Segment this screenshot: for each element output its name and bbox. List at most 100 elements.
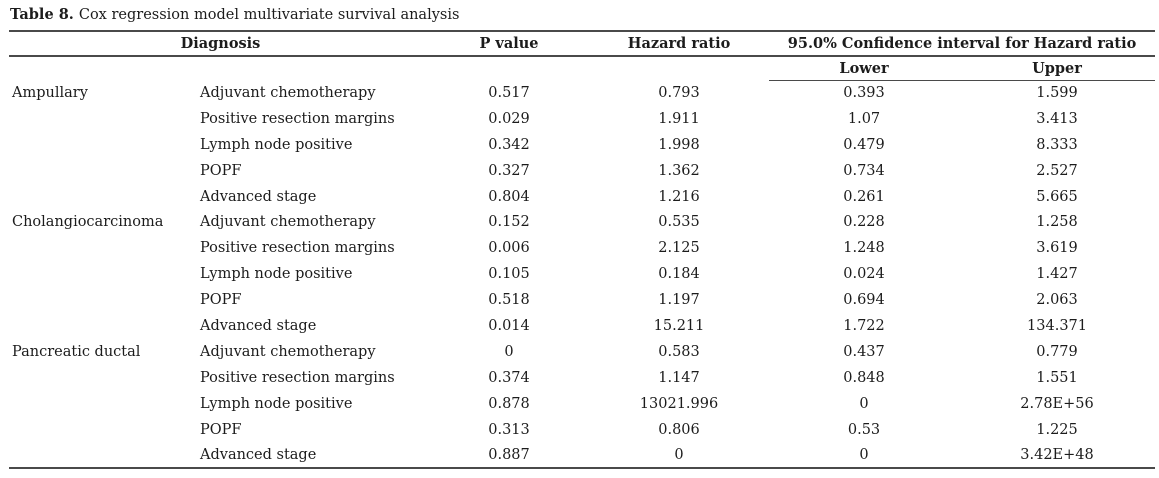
variable-cell: Lymph node positive: [200, 136, 353, 153]
hazard-ratio-cell: 1.216: [658, 188, 700, 205]
table-caption-text: Cox regression model multivariate surviv…: [78, 7, 460, 23]
col-header-ci-lower: Lower: [769, 56, 960, 81]
header-spacer-cell: [9, 56, 769, 80]
ci-lower-cell: 0: [859, 395, 869, 412]
table-row: Lymph node positive 0.105 0.184 0.024 1.427: [9, 261, 1155, 287]
ci-lower-cell: 1.722: [843, 317, 885, 334]
ci-upper-cell: 2.78E+56: [1020, 395, 1094, 412]
table-row: Lymph node positive 0.878 13021.996 0 2.78E+…: [9, 391, 1155, 417]
ci-lower-cell: 0.393: [843, 85, 885, 102]
hazard-ratio-cell: 0.806: [658, 421, 700, 438]
ci-lower-cell: 1.07: [847, 110, 881, 127]
p-value-cell: 0.518: [488, 292, 530, 309]
diagnosis-cell: Ampullary: [12, 84, 88, 101]
ci-upper-cell: 1.225: [1036, 421, 1078, 438]
variable-cell: Advanced stage: [200, 188, 317, 205]
p-value-cell: 0.517: [488, 84, 530, 101]
table-row: Lymph node positive 0.342 1.998 0.479 8.333: [9, 132, 1155, 158]
ci-upper-cell: 3.619: [1036, 240, 1078, 257]
ci-upper-cell: 5.665: [1036, 188, 1078, 205]
hazard-ratio-cell: 2.125: [658, 240, 700, 257]
p-value-cell: 0.327: [488, 162, 530, 179]
p-value-cell: 0.014: [488, 317, 530, 334]
p-value-cell: 0: [504, 343, 514, 360]
ci-lower-cell: 1.248: [843, 240, 885, 257]
header-row-secondary: Lower Upper: [9, 56, 1156, 81]
hazard-ratio-cell: 0: [674, 446, 684, 463]
diagnosis-cell: [9, 287, 197, 313]
ci-lower-cell: 0.479: [843, 136, 885, 153]
p-value-cell: 0.029: [488, 110, 530, 127]
variable-cell: Adjuvant chemotherapy: [200, 84, 376, 101]
table-row: POPF 0.327 1.362 0.734 2.527: [9, 158, 1155, 184]
variable-cell: Positive resection margins: [200, 369, 395, 386]
table-row: Advanced stage 0.804 1.216 0.261 5.665: [9, 184, 1155, 210]
hazard-ratio-cell: 13021.996: [639, 395, 719, 412]
table-caption: Table 8. Cox regression model multivariat…: [9, 0, 1155, 30]
table-caption-number: Table 8.: [10, 6, 74, 23]
diagnosis-cell: [9, 132, 197, 158]
diagnosis-cell: [9, 184, 197, 210]
variable-cell: POPF: [200, 162, 242, 179]
ci-lower-cell: 0.694: [843, 292, 885, 309]
p-value-cell: 0.152: [488, 214, 530, 231]
diagnosis-cell: [9, 391, 197, 417]
diagnosis-cell: [9, 261, 197, 287]
header-row-primary: Diagnosis P value Hazard ratio 95.0% Con…: [9, 31, 1156, 57]
hazard-ratio-cell: 0.793: [658, 84, 700, 101]
diagnosis-cell: Cholangiocarcinoma: [12, 214, 164, 231]
diagnosis-cell: [9, 442, 197, 468]
variable-cell: Advanced stage: [200, 446, 317, 463]
p-value-cell: 0.804: [488, 188, 530, 205]
hazard-ratio-cell: 15.211: [653, 317, 705, 334]
p-value-cell: 0.342: [488, 136, 530, 153]
col-header-hazard-ratio: Hazard ratio: [589, 31, 770, 57]
col-header-ci-upper: Upper: [959, 56, 1156, 81]
p-value-cell: 0.374: [488, 369, 530, 386]
table-row: Positive resection margins 0.029 1.911 1.07…: [9, 106, 1155, 132]
table-row: POPF 0.518 1.197 0.694 2.063: [9, 287, 1155, 313]
hazard-ratio-cell: 1.911: [658, 110, 700, 127]
p-value-cell: 0.313: [488, 421, 530, 438]
ci-upper-cell: 134.371: [1027, 317, 1087, 334]
ci-upper-cell: 1.599: [1036, 85, 1078, 102]
p-value-cell: 0.105: [488, 266, 530, 283]
p-value-cell: 0.878: [488, 395, 530, 412]
hazard-ratio-cell: 0.535: [658, 214, 700, 231]
variable-cell: Adjuvant chemotherapy: [200, 343, 376, 360]
ci-upper-cell: 2.527: [1036, 162, 1078, 179]
diagnosis-cell: [9, 365, 197, 391]
diagnosis-cell: [9, 106, 197, 132]
hazard-ratio-cell: 1.998: [658, 136, 700, 153]
ci-lower-cell: 0.261: [843, 188, 885, 205]
variable-cell: Adjuvant chemotherapy: [200, 214, 376, 231]
ci-upper-cell: 3.413: [1036, 110, 1078, 127]
diagnosis-cell: [9, 313, 197, 339]
ci-lower-cell: 0.437: [843, 343, 885, 360]
col-header-p-value: P value: [429, 31, 590, 57]
hazard-ratio-cell: 1.147: [658, 369, 700, 386]
hazard-ratio-cell: 1.362: [658, 162, 700, 179]
ci-upper-cell: 1.551: [1036, 369, 1078, 386]
ci-upper-cell: 3.42E+48: [1020, 446, 1094, 463]
table-row: POPF 0.313 0.806 0.53 1.225: [9, 417, 1155, 443]
p-value-cell: 0.887: [488, 446, 530, 463]
diagnosis-cell: Pancreatic ductal: [12, 343, 141, 360]
variable-cell: POPF: [200, 292, 242, 309]
ci-upper-cell: 0.779: [1036, 343, 1078, 360]
ci-lower-cell: 0.53: [847, 421, 881, 438]
table-row: Positive resection margins 0.006 2.125 1.24…: [9, 235, 1155, 261]
col-header-diagnosis: Diagnosis: [9, 31, 430, 57]
hazard-ratio-cell: 0.583: [658, 343, 700, 360]
ci-upper-cell: 1.258: [1036, 214, 1078, 231]
variable-cell: Lymph node positive: [200, 395, 353, 412]
ci-lower-cell: 0.848: [843, 369, 885, 386]
ci-lower-cell: 0.228: [843, 214, 885, 231]
table-row: Positive resection margins 0.374 1.147 0.84…: [9, 365, 1155, 391]
table-row: Ampullary Adjuvant chemotherapy 0.517 0.793…: [9, 80, 1155, 106]
hazard-ratio-cell: 0.184: [658, 266, 700, 283]
diagnosis-cell: [9, 158, 197, 184]
ci-upper-cell: 1.427: [1036, 266, 1078, 283]
ci-lower-cell: 0.734: [843, 162, 885, 179]
